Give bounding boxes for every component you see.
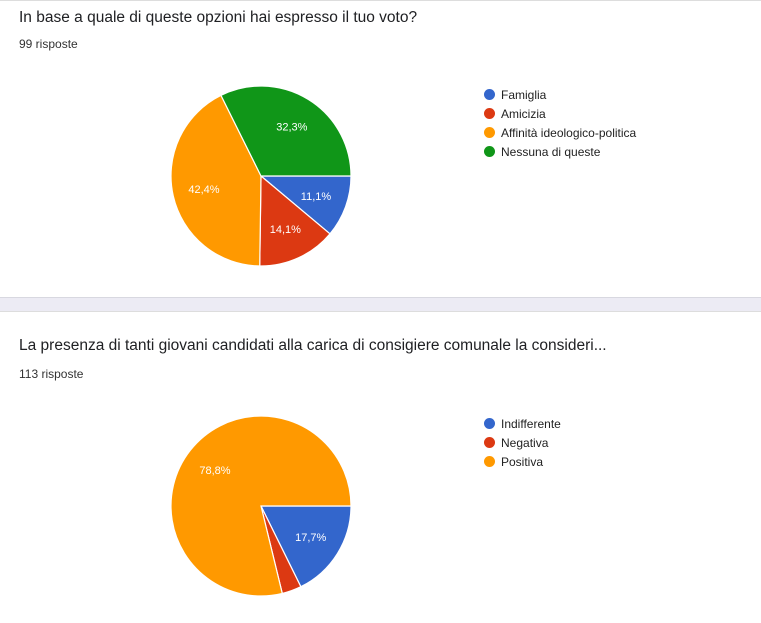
- legend-item[interactable]: Amicizia: [484, 104, 636, 123]
- legend-label: Famiglia: [501, 87, 547, 102]
- slice-data-label: 17,7%: [295, 532, 326, 544]
- slice-data-label: 78,8%: [199, 465, 230, 477]
- legend: Famiglia Amicizia Affinità ideologico-poli…: [484, 85, 636, 161]
- pie-slice-nessuna-di-queste[interactable]: [220, 85, 352, 177]
- question-title: In base a quale di queste opzioni hai es…: [19, 9, 418, 26]
- legend-label: Affinità ideologico-politica: [501, 125, 637, 140]
- response-count: 113 risposte: [19, 367, 84, 381]
- legend-swatch-icon: [484, 127, 495, 138]
- question-card-1: In base a quale di queste opzioni hai es…: [0, 0, 761, 298]
- pie-slice-positiva[interactable]: [170, 415, 352, 597]
- slice-data-label: 42,4%: [188, 184, 219, 196]
- legend-swatch-icon: [484, 437, 495, 448]
- legend-label: Positiva: [501, 454, 544, 469]
- legend-label: Nessuna di queste: [501, 144, 601, 159]
- legend-label: Negativa: [501, 435, 549, 450]
- question-card-2: La presenza di tanti giovani candidati a…: [0, 311, 761, 623]
- slice-data-label: 32,3%: [276, 121, 307, 133]
- slice-data-label: 11,1%: [301, 191, 332, 203]
- pie-chart: 17,7% 78,8%: [170, 415, 352, 597]
- legend-item[interactable]: Positiva: [484, 452, 561, 471]
- legend-item[interactable]: Negativa: [484, 433, 561, 452]
- response-count: 99 risposte: [19, 37, 78, 51]
- legend-swatch-icon: [484, 146, 495, 157]
- legend-label: Amicizia: [501, 106, 546, 121]
- legend-item[interactable]: Nessuna di queste: [484, 142, 636, 161]
- legend-swatch-icon: [484, 456, 495, 467]
- legend: Indifferente Negativa Positiva: [484, 414, 561, 471]
- legend-item[interactable]: Famiglia: [484, 85, 636, 104]
- legend-swatch-icon: [484, 89, 495, 100]
- slice-data-label: 14,1%: [270, 224, 301, 236]
- legend-swatch-icon: [484, 418, 495, 429]
- pie-slice-indifferente[interactable]: [260, 505, 352, 588]
- card-separator: [0, 297, 761, 312]
- question-title: La presenza di tanti giovani candidati a…: [19, 337, 607, 354]
- pie-slice-affinit-ideologico-politica[interactable]: [170, 94, 262, 267]
- legend-swatch-icon: [484, 108, 495, 119]
- legend-item[interactable]: Affinità ideologico-politica: [484, 123, 636, 142]
- pie-slice-amicizia[interactable]: [259, 174, 331, 267]
- legend-item[interactable]: Indifferente: [484, 414, 561, 433]
- legend-label: Indifferente: [501, 416, 561, 431]
- pie-chart: 11,1% 14,1% 42,4% 32,3%: [170, 85, 352, 267]
